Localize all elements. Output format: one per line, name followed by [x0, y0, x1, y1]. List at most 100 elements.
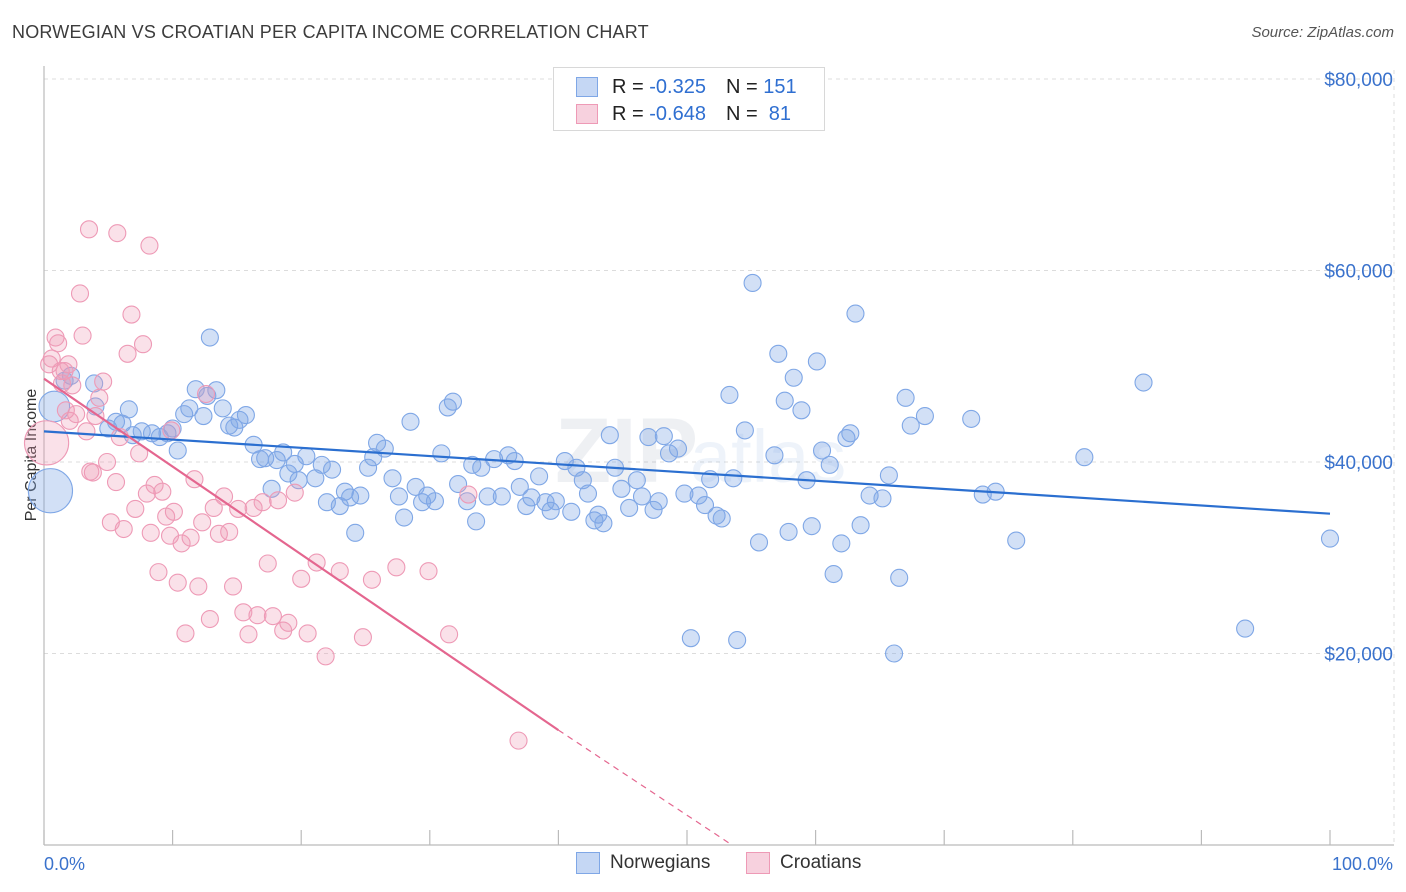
legend-n-label: N =	[725, 102, 758, 125]
data-point	[659, 444, 679, 463]
data-point	[126, 499, 145, 518]
data-point	[851, 516, 870, 535]
data-point	[879, 466, 898, 485]
data-point	[440, 625, 459, 644]
data-point	[145, 475, 164, 495]
data-point	[962, 409, 981, 428]
data-point	[85, 374, 104, 393]
data-point	[873, 489, 892, 508]
data-point	[401, 412, 420, 431]
data-point	[359, 458, 378, 477]
data-point	[632, 487, 652, 506]
data-point	[236, 406, 255, 425]
data-point	[478, 487, 497, 506]
data-point	[675, 484, 694, 503]
data-point	[194, 406, 213, 426]
data-point	[114, 519, 133, 539]
data-point	[248, 606, 267, 625]
data-point	[769, 344, 788, 363]
axes	[43, 66, 1394, 846]
data-point	[492, 487, 511, 506]
data-point	[775, 391, 794, 410]
tick-labels: $20,000 $40,000 $60,000 $80,000 0.0% 100.0%	[44, 70, 1393, 874]
data-point	[458, 492, 477, 511]
data-point	[118, 344, 137, 363]
data-point	[239, 625, 258, 644]
data-point	[97, 452, 117, 472]
data-point	[193, 513, 212, 532]
data-point	[122, 305, 141, 324]
data-point	[244, 498, 263, 518]
data-point	[258, 554, 277, 573]
bottom-legend-label: Norwegians	[610, 852, 711, 873]
data-point	[695, 496, 715, 515]
data-point	[67, 405, 86, 424]
data-point	[1007, 531, 1026, 550]
data-point	[639, 428, 658, 447]
data-point	[419, 562, 438, 581]
data-point	[63, 376, 82, 395]
data-point	[517, 496, 536, 516]
zipatlas-watermark: ZIP atlas	[555, 400, 846, 502]
svg-text:ZIP: ZIP	[555, 400, 698, 502]
legend-r-value: -0.648	[649, 102, 706, 125]
data-point	[612, 479, 631, 498]
data-point	[901, 416, 920, 435]
chart-title: NORWEGIAN VS CROATIAN PER CAPITA INCOME …	[12, 22, 649, 42]
data-point	[712, 509, 731, 528]
data-point	[1236, 619, 1255, 638]
data-point	[108, 224, 127, 243]
data-point	[83, 463, 102, 482]
data-point	[649, 492, 668, 511]
legend-r-label: R =	[612, 102, 644, 125]
data-point	[256, 449, 275, 468]
data-point	[362, 570, 381, 589]
trend-lines	[43, 377, 1331, 846]
data-point	[425, 492, 444, 511]
croatian-swatch	[746, 852, 770, 874]
data-point	[620, 498, 639, 518]
data-point	[644, 500, 663, 519]
data-point	[784, 368, 803, 387]
data-point	[467, 512, 486, 531]
data-point	[668, 439, 688, 458]
data-point	[681, 629, 700, 648]
data-point	[176, 624, 195, 643]
data-point	[353, 628, 372, 647]
data-point	[1134, 373, 1153, 392]
y-tick-label: $60,000	[1324, 262, 1393, 283]
y-tick-label: $40,000	[1324, 453, 1393, 474]
data-point	[346, 523, 365, 542]
data-point	[541, 501, 560, 520]
data-point	[186, 380, 205, 399]
data-point	[707, 506, 726, 525]
data-point	[1320, 529, 1340, 548]
data-point	[298, 624, 317, 643]
data-point	[223, 577, 243, 596]
croatian-trend-line	[43, 377, 560, 732]
data-point	[204, 498, 223, 518]
data-point	[79, 220, 99, 239]
y-tick-label: $20,000	[1324, 645, 1393, 666]
data-point	[792, 401, 811, 420]
data-point	[546, 492, 565, 511]
data-point	[269, 491, 288, 510]
data-point	[59, 355, 78, 374]
data-point	[896, 388, 915, 407]
data-point	[724, 469, 743, 488]
croatian-trend-extension	[558, 729, 733, 846]
data-point	[812, 441, 832, 460]
data-point	[802, 517, 821, 536]
data-point	[90, 388, 109, 407]
data-point	[387, 558, 406, 577]
data-point	[200, 328, 219, 347]
data-point	[297, 447, 316, 466]
data-point	[285, 483, 304, 502]
norwegian-swatch	[576, 852, 600, 874]
data-point	[654, 427, 673, 446]
data-point	[509, 731, 528, 750]
data-point	[23, 420, 70, 466]
croatian-points	[23, 220, 528, 750]
data-point	[172, 534, 191, 553]
